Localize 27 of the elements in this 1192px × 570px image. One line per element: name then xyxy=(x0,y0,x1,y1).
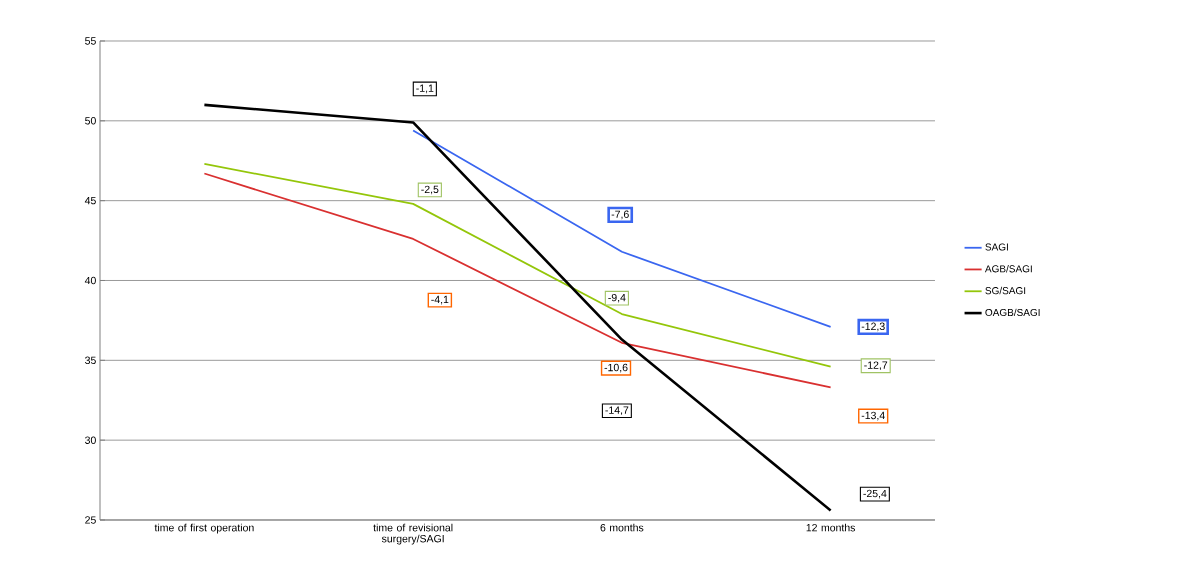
x-tick-label: time of revisional surgery/SAGI xyxy=(373,523,453,545)
annotation: -12,7 xyxy=(864,361,888,371)
annotation: -7,6 xyxy=(611,210,629,220)
y-tick-label: 55 xyxy=(85,37,96,45)
y-tick-label: 30 xyxy=(85,436,96,444)
annotation: -12,3 xyxy=(861,322,885,332)
x-tick-label: 6 months xyxy=(600,523,644,532)
annotation: -9,4 xyxy=(608,293,626,303)
legend-label: SG/SAGI xyxy=(985,286,1026,295)
annotation: -4,1 xyxy=(431,295,449,305)
annotation: -14,7 xyxy=(605,406,629,416)
y-tick-label: 45 xyxy=(84,197,96,205)
annotation: -13,4 xyxy=(861,411,885,421)
x-tick-label: 12 months xyxy=(806,523,856,532)
x-tick-label: time of first operation xyxy=(154,523,254,534)
legend-label: AGB/SAGI xyxy=(984,265,1032,273)
y-tick-label: 40 xyxy=(84,276,96,285)
y-tick-label: 50 xyxy=(85,117,96,125)
y-tick-label: 25 xyxy=(85,516,96,524)
annotation: -10,6 xyxy=(604,363,628,373)
legend-label: OAGB/SAGI xyxy=(985,308,1040,317)
line-series xyxy=(203,103,832,512)
annotation: -2,5 xyxy=(421,185,439,195)
annotation: -25,4 xyxy=(863,489,887,499)
annotation: -1,1 xyxy=(416,84,434,94)
y-tick-label: 35 xyxy=(85,356,96,365)
legend-label: SAGI xyxy=(985,243,1008,251)
